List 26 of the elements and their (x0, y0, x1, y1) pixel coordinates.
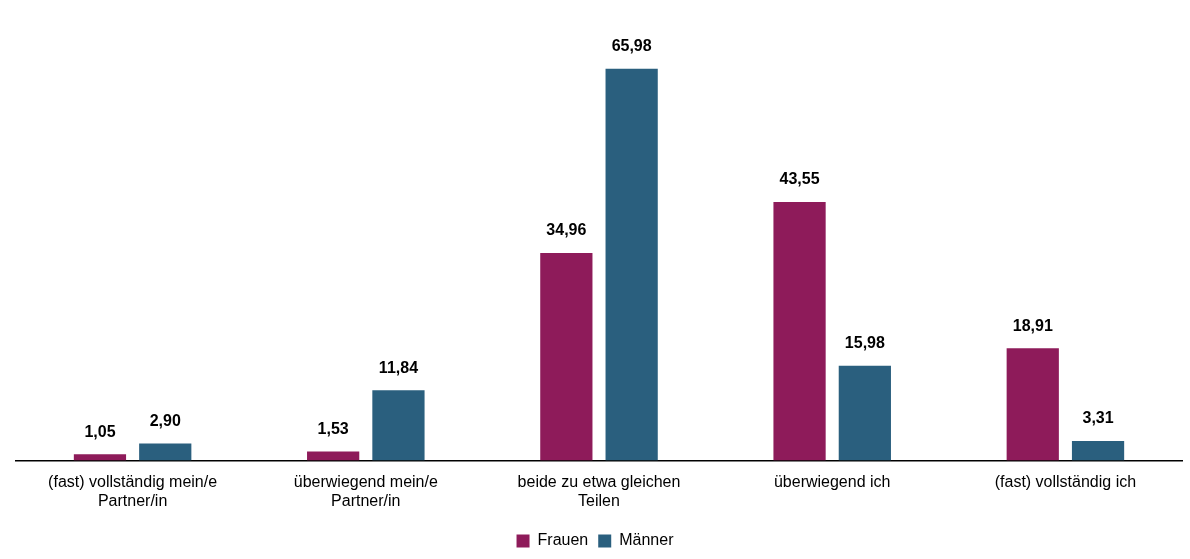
x-tick-label: überwiegend ich (773, 472, 891, 490)
data-label: 1,53 (317, 419, 349, 437)
bar (372, 390, 425, 461)
bar (1071, 440, 1125, 461)
bar (1006, 348, 1059, 461)
data-label: 1,05 (84, 422, 116, 440)
data-label: 2,90 (149, 411, 181, 429)
bar (139, 443, 192, 461)
data-label: 43,55 (779, 170, 820, 188)
data-label: 65,98 (611, 37, 652, 55)
bar (73, 454, 127, 461)
data-label: 34,96 (546, 221, 587, 239)
legend-label: Männer (619, 531, 675, 549)
data-label: 3,31 (1082, 409, 1114, 427)
x-tick-label: beide zu etwa gleichen Teilen (517, 472, 681, 509)
bar (605, 68, 658, 461)
bar (773, 202, 826, 461)
legend-label: Frauen (537, 531, 589, 549)
data-label: 15,98 (844, 334, 885, 352)
bar (540, 253, 593, 461)
x-tick-label: überwiegend mein/e Partner/in (293, 472, 438, 509)
data-label: 11,84 (378, 358, 419, 376)
data-label: 18,91 (1012, 316, 1053, 334)
x-tick-label: (fast) vollständig mein/e Partner/in (48, 472, 218, 509)
x-tick-label: (fast) vollständig ich (994, 472, 1137, 490)
bar (838, 365, 891, 461)
